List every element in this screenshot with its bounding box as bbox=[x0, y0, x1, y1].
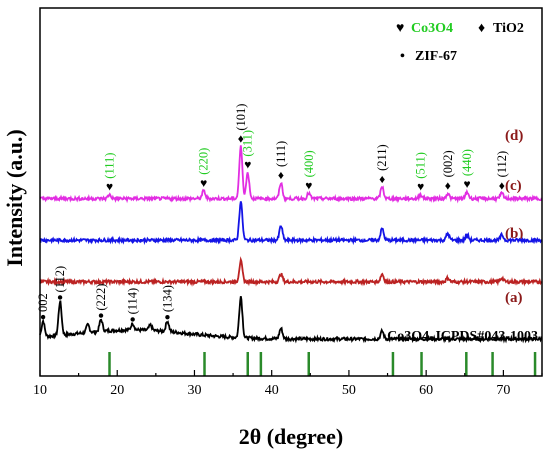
peak-label-8: (511) bbox=[414, 152, 428, 179]
peak-marker-7: ♦ bbox=[379, 172, 385, 186]
peak-marker-11: ♦ bbox=[499, 178, 505, 192]
zif-label-1: 002 bbox=[36, 293, 50, 312]
peak-label-7: (211) bbox=[375, 144, 389, 171]
peak-label-3: (101) bbox=[234, 104, 248, 131]
series-label-1: (a) bbox=[505, 290, 523, 306]
zif-marker-2 bbox=[57, 295, 63, 300]
peak-label-2: (220) bbox=[197, 148, 211, 175]
peak-marker-2: ♥ bbox=[200, 176, 207, 190]
legend-label-2: TiO2 bbox=[493, 21, 524, 36]
x-tick-label: 10 bbox=[33, 383, 47, 398]
peak-label-1: (111) bbox=[103, 153, 117, 179]
zif-label-2: (112) bbox=[53, 266, 67, 293]
y-axis-title: Intensity (a.u.) bbox=[2, 129, 27, 267]
peak-marker-10: ♥ bbox=[464, 177, 471, 191]
legend-label-1: Co3O4 bbox=[411, 21, 453, 36]
x-tick-label: 70 bbox=[496, 383, 510, 398]
peak-label-6: (400) bbox=[302, 150, 316, 177]
series-line-4 bbox=[40, 145, 543, 204]
series-label-2: (b) bbox=[505, 226, 523, 242]
reference-label: Co3O4-JCPDS#043-1003 bbox=[387, 329, 538, 344]
x-axis-title: 2θ (degree) bbox=[239, 424, 344, 449]
plot-frame bbox=[39, 7, 543, 377]
peak-label-4: (311) bbox=[241, 130, 255, 157]
x-tick-label: 40 bbox=[265, 383, 279, 398]
zif-label-4: (114) bbox=[126, 288, 140, 315]
x-tick-label: 50 bbox=[342, 383, 356, 398]
x-tick-label: 30 bbox=[187, 383, 201, 398]
series-layer: (a) (b) (c) (d) bbox=[39, 128, 543, 344]
reference-layer bbox=[108, 352, 537, 376]
annotation-layer: ♥(111)♥(220)♦(101)♥(311)♦(111)♥(400)♦(21… bbox=[36, 104, 509, 322]
zif-label-3: (222) bbox=[94, 284, 108, 311]
peak-label-9: (002) bbox=[441, 150, 455, 177]
peak-marker-9: ♦ bbox=[445, 178, 451, 192]
legend-label-3: ZIF-67 bbox=[415, 49, 457, 64]
legend: ♥ Co3O4 ♦ TiO2 • ZIF-67 bbox=[396, 21, 524, 64]
zif-marker-3 bbox=[98, 313, 104, 318]
zif-label-5: (134) bbox=[160, 285, 174, 312]
legend-symbol-3: • bbox=[400, 49, 405, 64]
series-label-3: (c) bbox=[505, 178, 522, 194]
peak-marker-3: ♦ bbox=[238, 132, 244, 146]
peak-marker-6: ♥ bbox=[305, 178, 312, 192]
peak-label-5: (111) bbox=[274, 141, 288, 167]
x-tick-label: 20 bbox=[110, 383, 124, 398]
peak-label-10: (440) bbox=[460, 149, 474, 176]
peak-marker-5: ♦ bbox=[278, 168, 284, 182]
series-line-1 bbox=[39, 296, 543, 344]
series-line-3 bbox=[39, 201, 543, 246]
zif-marker-5 bbox=[165, 314, 170, 320]
legend-symbol-1: ♥ bbox=[396, 21, 404, 36]
peak-marker-4: ♥ bbox=[244, 158, 251, 172]
peak-label-11: (112) bbox=[495, 151, 509, 178]
series-label-4: (d) bbox=[505, 128, 523, 144]
x-tick-label: 60 bbox=[419, 383, 433, 398]
series-line-2 bbox=[39, 256, 543, 287]
zif-marker-4 bbox=[130, 317, 135, 322]
legend-symbol-2: ♦ bbox=[478, 21, 485, 36]
peak-marker-1: ♥ bbox=[106, 180, 113, 194]
zif-marker-1 bbox=[40, 314, 46, 320]
axis-layer: 10 20 30 40 50 60 70 bbox=[33, 370, 543, 398]
peak-marker-8: ♥ bbox=[417, 180, 424, 194]
